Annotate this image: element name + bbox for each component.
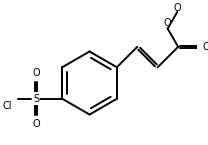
Text: S: S [33, 94, 39, 104]
Text: O: O [173, 3, 181, 13]
Text: O: O [164, 18, 171, 28]
Text: Cl: Cl [3, 101, 12, 111]
Text: O: O [32, 68, 40, 78]
Text: O: O [32, 119, 40, 129]
Text: O: O [203, 42, 208, 52]
